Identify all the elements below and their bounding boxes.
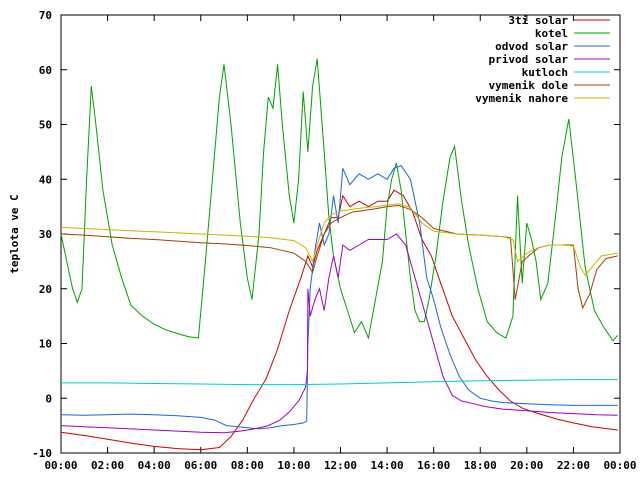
x-tick-label: 00:00 <box>44 459 77 472</box>
legend-label: kutloch <box>522 66 568 79</box>
legend-label: 3ti solar <box>508 14 568 27</box>
y-tick-label: 0 <box>45 392 52 405</box>
x-tick-label: 20:00 <box>510 459 543 472</box>
x-tick-label: 18:00 <box>464 459 497 472</box>
series-line-vymenik-dole <box>60 204 618 310</box>
y-tick-label: 20 <box>39 283 52 296</box>
x-tick-label: 06:00 <box>184 459 217 472</box>
legend-label: vymenik dole <box>489 79 569 92</box>
x-tick-label: 08:00 <box>231 459 264 472</box>
series-line-kutloch <box>61 379 618 386</box>
x-tick-label: 04:00 <box>138 459 171 472</box>
y-tick-label: 30 <box>39 228 52 241</box>
y-axis-label: teplota ve C <box>8 194 21 273</box>
y-tick-label: 10 <box>39 338 52 351</box>
x-tick-label: 00:00 <box>603 459 636 472</box>
x-tick-label: 10:00 <box>277 459 310 472</box>
y-tick-label: 60 <box>39 64 52 77</box>
series-line-vymenik-nahore <box>60 203 618 276</box>
legend-label: kotel <box>535 27 568 40</box>
x-tick-label: 02:00 <box>91 459 124 472</box>
y-tick-label: 40 <box>39 173 52 186</box>
legend-label: odvod solar <box>495 40 568 53</box>
y-tick-label: 50 <box>39 119 52 132</box>
y-tick-label: 70 <box>39 9 52 22</box>
y-tick-label: -10 <box>32 447 52 460</box>
legend-label: vymenik nahore <box>475 92 568 105</box>
x-tick-label: 14:00 <box>371 459 404 472</box>
legend-label: privod solar <box>489 53 569 66</box>
series-line-kotel <box>60 58 619 342</box>
x-tick-label: 22:00 <box>557 459 590 472</box>
series-lines <box>60 58 619 451</box>
series-line-odvod-solar <box>60 164 618 430</box>
series-line-privod-solar <box>60 233 618 434</box>
series-line-3ti-solar <box>60 189 618 451</box>
x-tick-label: 16:00 <box>417 459 450 472</box>
x-axis: 00:00 02:00 04:00 06:00 08:00 10:00 12:00 14:00… <box>44 15 637 472</box>
y-axis: -10 0 10 20 30 40 50 60 70 <box>32 9 620 460</box>
x-tick-label: 12:00 <box>324 459 357 472</box>
